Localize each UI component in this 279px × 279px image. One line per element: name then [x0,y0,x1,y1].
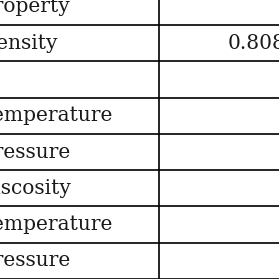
Text: Pressure: Pressure [0,143,71,162]
Text: Pressure: Pressure [0,251,71,270]
Text: Viscosity: Viscosity [0,179,71,198]
Text: 0.808: 0.808 [228,34,279,53]
Text: Temperature: Temperature [0,106,113,125]
Text: Temperature: Temperature [0,215,113,234]
Text: Density: Density [0,34,58,53]
Text: Property: Property [0,0,70,16]
